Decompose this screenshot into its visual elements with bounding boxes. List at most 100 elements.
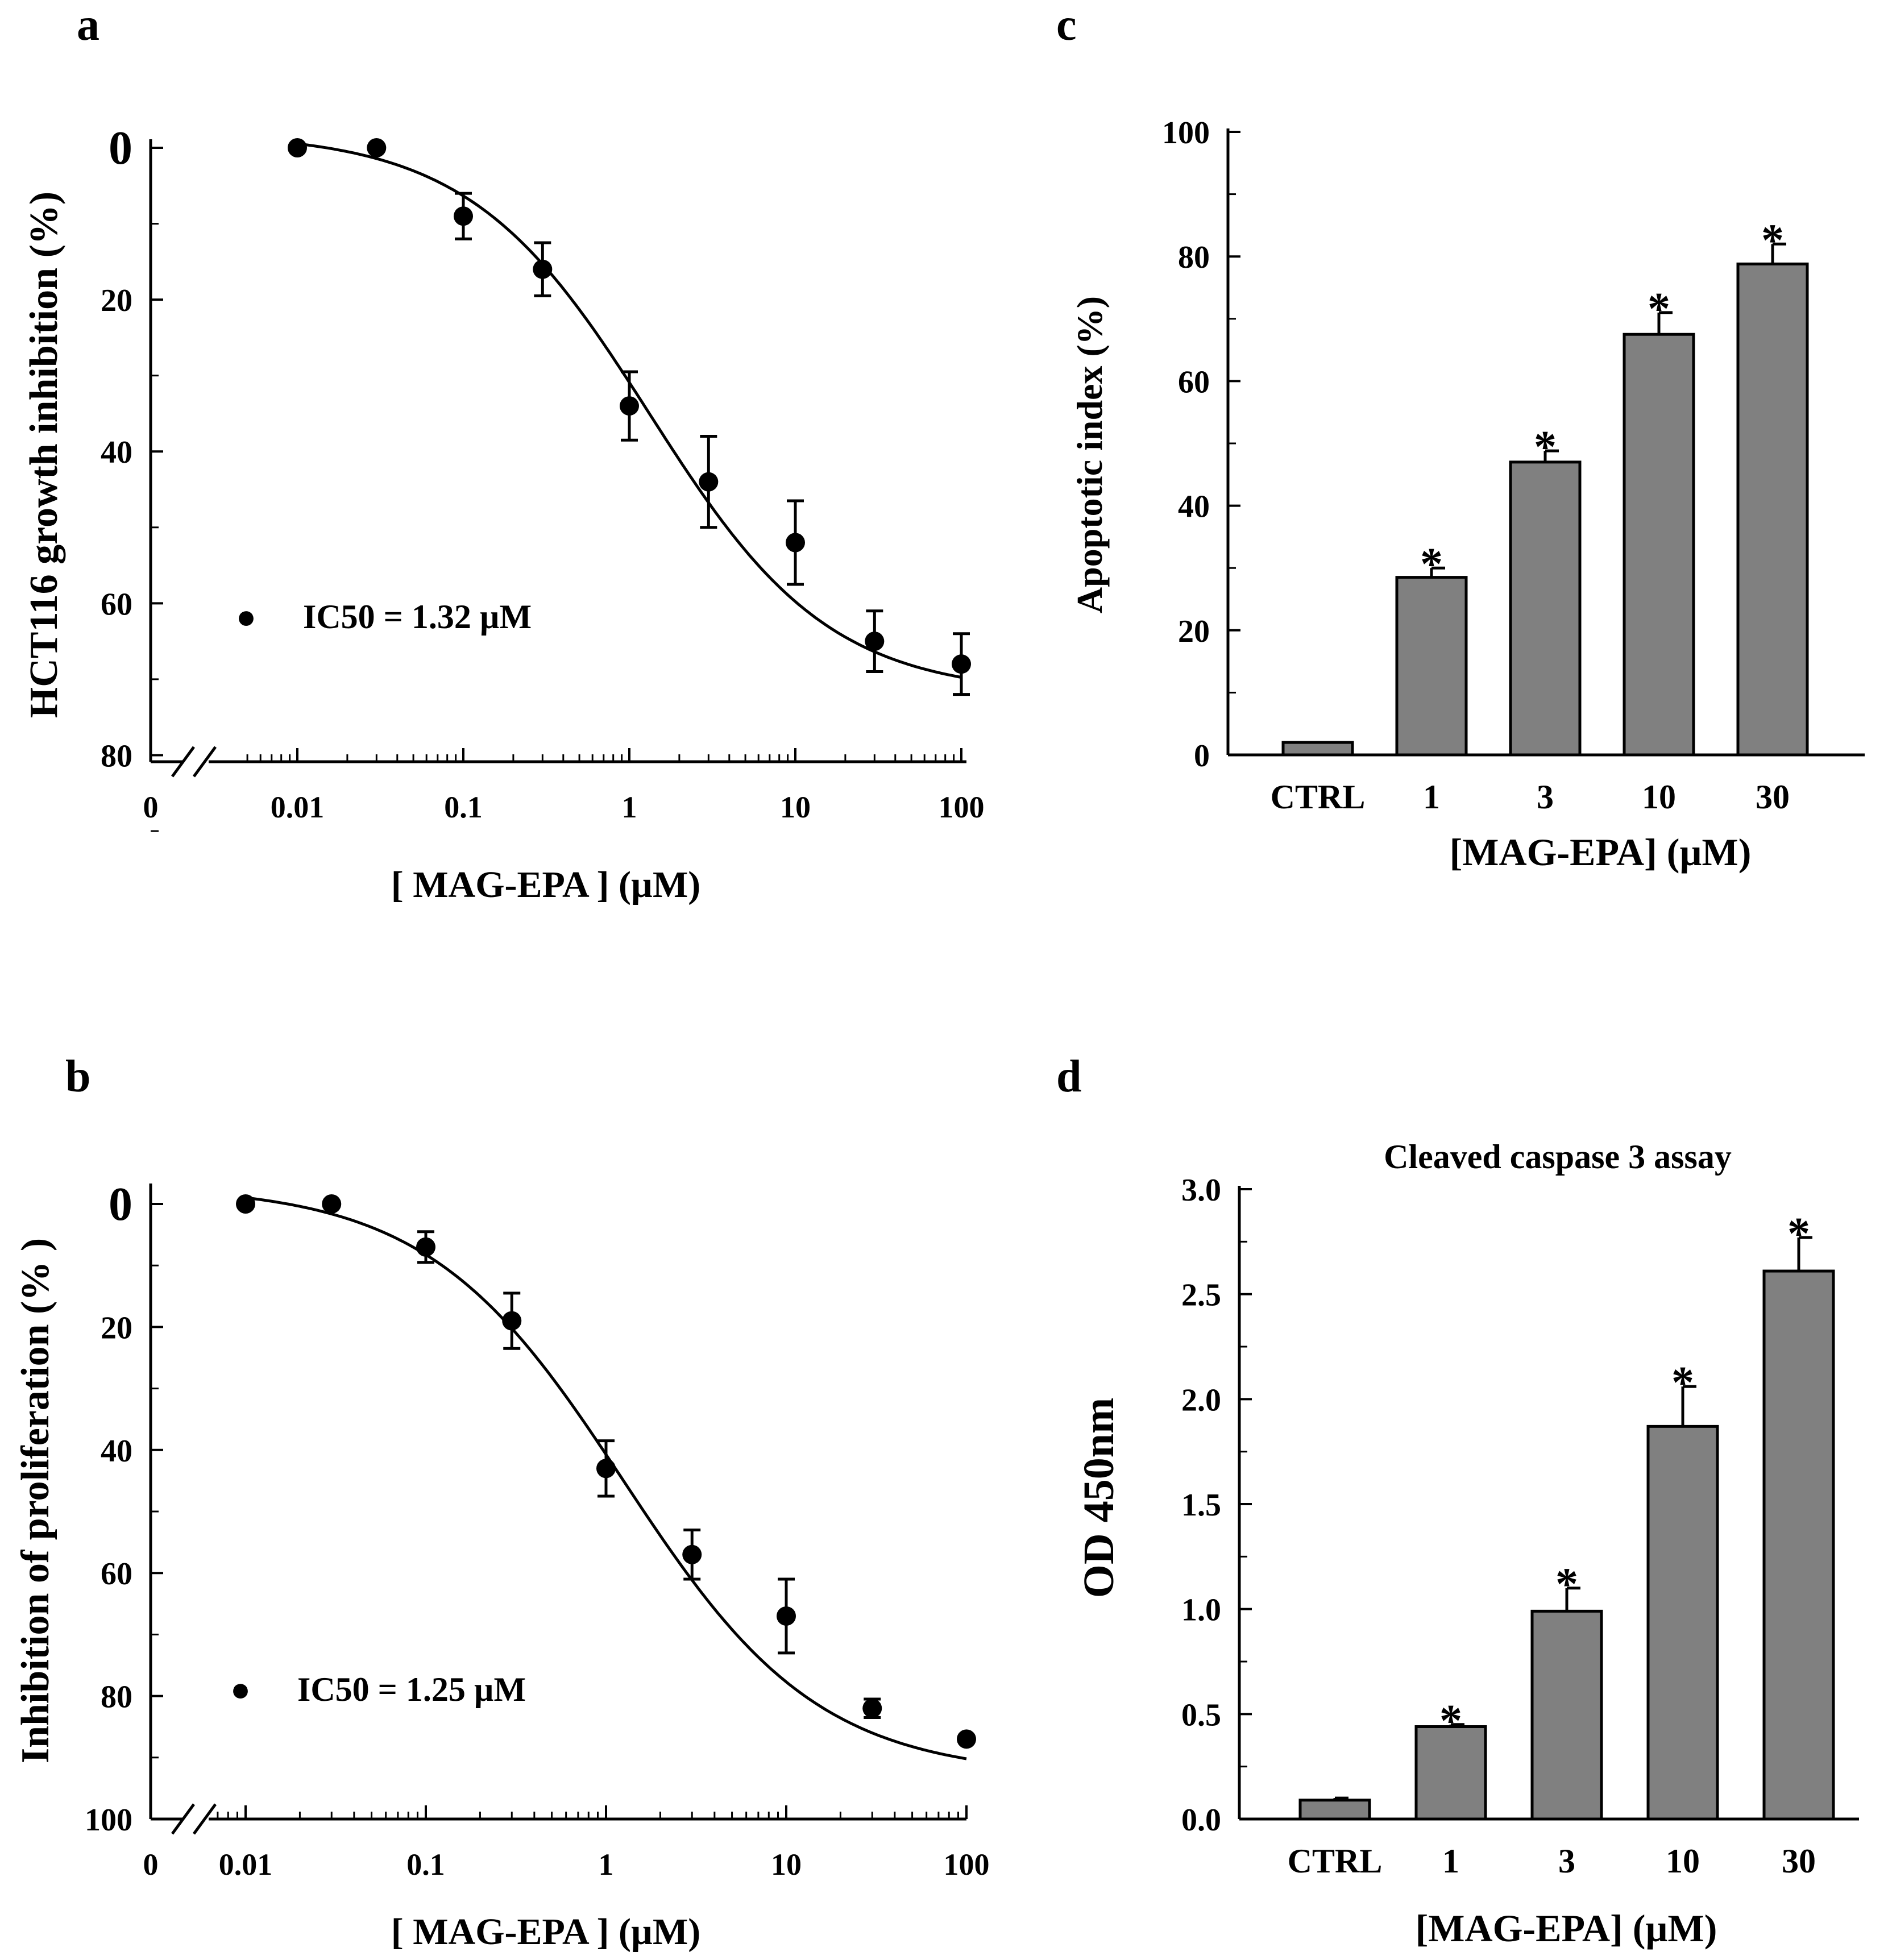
y-tick-label: 0 bbox=[109, 122, 132, 175]
x-tick-label: 0 bbox=[143, 1847, 159, 1882]
x-category-label: 10 bbox=[1666, 1842, 1700, 1880]
y-tick-label: 20 bbox=[101, 1310, 132, 1346]
data-point bbox=[620, 396, 639, 416]
y-tick-label: 2.0 bbox=[1181, 1382, 1221, 1418]
x-tick-label: 1 bbox=[622, 790, 637, 824]
x-category-label: 3 bbox=[1558, 1842, 1575, 1880]
y-tick-label: 60 bbox=[1178, 364, 1210, 400]
y-tick-label: 3.0 bbox=[1181, 1173, 1221, 1208]
bar bbox=[1509, 460, 1582, 757]
x-axis-title: [ MAG-EPA ] (µM) bbox=[391, 864, 700, 906]
y-tick-label: 20 bbox=[1178, 614, 1210, 649]
chart-a-growth-inhibition: 0 20 40 60 80 0 0.01 0.1 1 10 100 ● IC50 = 1.32 µM [ … bbox=[22, 122, 985, 906]
x-category-label: CTRL bbox=[1271, 778, 1366, 816]
x-tick-label: 0.01 bbox=[271, 790, 325, 824]
data-point bbox=[416, 1237, 435, 1257]
y-tick-label: 1.5 bbox=[1181, 1488, 1221, 1523]
y-tick-label: 0.5 bbox=[1181, 1697, 1221, 1733]
x-tick-label: 10 bbox=[780, 790, 811, 824]
y-axis-title: OD 450nm bbox=[1075, 1398, 1123, 1598]
data-point bbox=[682, 1544, 702, 1564]
data-point bbox=[865, 632, 885, 651]
bar bbox=[1298, 1799, 1371, 1821]
panel-label-c: c bbox=[1056, 0, 1077, 50]
legend-marker: ● bbox=[230, 1671, 251, 1708]
data-point bbox=[952, 654, 971, 674]
data-point bbox=[502, 1311, 522, 1331]
panel-label-a: a bbox=[77, 0, 99, 50]
data-point bbox=[596, 1459, 616, 1479]
y-tick-label: 20 bbox=[101, 283, 132, 318]
chart-b-proliferation-inhibition: 0 20 40 60 80 100 0 0.01 0.1 1 10 100 ● IC50 = 1.25 µ… bbox=[14, 1178, 990, 1953]
data-point bbox=[288, 138, 307, 157]
panel-label-b: b bbox=[65, 1052, 91, 1102]
x-category-label: 3 bbox=[1537, 778, 1554, 816]
bar bbox=[1281, 741, 1354, 757]
significance-star: * bbox=[1761, 215, 1784, 265]
x-axis-title: [MAG-EPA] (µM) bbox=[1416, 1907, 1717, 1950]
data-point bbox=[367, 138, 387, 157]
chart-c-apoptotic-index: 0 20 40 60 80 100 CTRL * 1 * 3 * 10 * 30[MAG-EPA] (µM)… bbox=[1069, 115, 1865, 874]
y-tick-label: 40 bbox=[1178, 489, 1210, 525]
significance-star: * bbox=[1534, 422, 1557, 472]
bar bbox=[1530, 1609, 1603, 1821]
panel-label-d: d bbox=[1056, 1052, 1082, 1102]
y-tick-label: 80 bbox=[101, 738, 132, 774]
data-point bbox=[699, 472, 719, 492]
axis-break-mark bbox=[171, 746, 196, 778]
data-point bbox=[454, 206, 473, 226]
data-point bbox=[862, 1699, 882, 1718]
x-category-label: 30 bbox=[1756, 778, 1790, 816]
y-tick-label: 60 bbox=[101, 1556, 132, 1592]
x-category-label: 10 bbox=[1642, 778, 1676, 816]
significance-star: * bbox=[1787, 1209, 1810, 1259]
data-point bbox=[533, 259, 553, 279]
data-point bbox=[957, 1729, 976, 1749]
x-category-label: 1 bbox=[1442, 1842, 1459, 1880]
y-tick-label: 80 bbox=[101, 1680, 132, 1715]
significance-star: * bbox=[1671, 1358, 1694, 1408]
x-category-label: 30 bbox=[1782, 1842, 1816, 1880]
significance-star: * bbox=[1648, 284, 1670, 334]
y-tick-label: 2.5 bbox=[1181, 1278, 1221, 1313]
significance-star: * bbox=[1555, 1560, 1578, 1610]
x-tick-label: 0.1 bbox=[406, 1847, 445, 1882]
y-tick-label: 0 bbox=[1194, 738, 1210, 774]
bar bbox=[1646, 1425, 1719, 1821]
axis-break-mark bbox=[192, 746, 217, 778]
data-point bbox=[322, 1194, 342, 1214]
chart-title: Cleaved caspase 3 assay bbox=[1384, 1138, 1732, 1176]
bar bbox=[1395, 576, 1468, 757]
y-tick-label: 0.0 bbox=[1181, 1803, 1221, 1838]
x-tick-label: 0 bbox=[143, 790, 159, 824]
x-category-label: CTRL bbox=[1288, 1842, 1383, 1880]
x-tick-label: 1 bbox=[599, 1847, 614, 1882]
chart-d-caspase3-assay: 0.0 0.5 1.0 1.5 2.0 2.5 3.0 CTRL * 1 * 3 * 10 * 30 Cleav… bbox=[1075, 1138, 1859, 1950]
bar bbox=[1762, 1269, 1835, 1821]
y-axis-title: Apoptotic index (%) bbox=[1069, 296, 1110, 613]
significance-star: * bbox=[1439, 1696, 1462, 1746]
x-category-label: 1 bbox=[1423, 778, 1440, 816]
y-tick-label: 80 bbox=[1178, 240, 1210, 275]
data-point bbox=[777, 1606, 796, 1626]
x-tick-label: 0.1 bbox=[444, 790, 483, 824]
data-point bbox=[236, 1194, 255, 1214]
axis-break-mark bbox=[192, 1803, 217, 1835]
x-tick-label: 100 bbox=[939, 790, 985, 824]
x-axis-title: [MAG-EPA] (µM) bbox=[1450, 830, 1752, 874]
y-tick-label: 1.0 bbox=[1181, 1593, 1221, 1628]
legend-marker: ● bbox=[236, 598, 256, 636]
axis-break-mark bbox=[171, 1803, 196, 1835]
y-tick-label: 40 bbox=[101, 435, 132, 470]
x-axis-title: [ MAG-EPA ] (µM) bbox=[391, 1911, 700, 1953]
y-axis-title: HCT116 growth inhibition (%) bbox=[22, 192, 66, 718]
y-tick-label: 40 bbox=[101, 1434, 132, 1469]
y-axis-title: Inhibition of proliferation (% ) bbox=[14, 1238, 57, 1763]
y-tick-label: 100 bbox=[85, 1803, 132, 1838]
x-tick-label: 100 bbox=[944, 1847, 990, 1882]
x-tick-label: 10 bbox=[771, 1847, 802, 1882]
x-tick-label: 0.01 bbox=[219, 1847, 273, 1882]
significance-star: * bbox=[1420, 539, 1443, 589]
legend-text: IC50 = 1.32 µM bbox=[303, 598, 532, 636]
